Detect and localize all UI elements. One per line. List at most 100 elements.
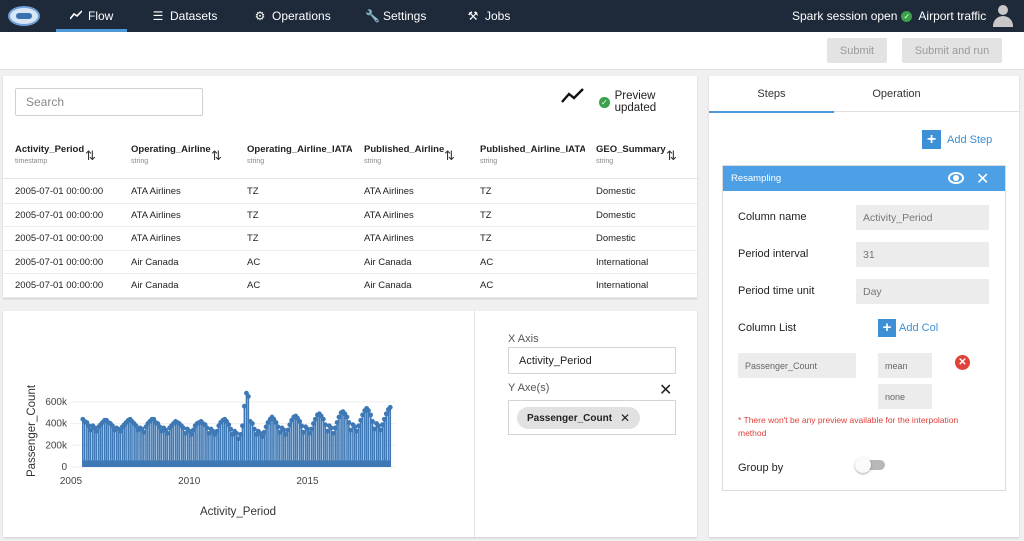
data-point[interactable] bbox=[383, 411, 389, 417]
data-point[interactable] bbox=[180, 425, 186, 431]
sort-icon[interactable]: ⇅ bbox=[666, 148, 677, 163]
column-header[interactable]: Published_Airline_IATA_Codestring bbox=[480, 144, 585, 165]
eye-icon[interactable] bbox=[948, 172, 964, 184]
data-point[interactable] bbox=[236, 436, 241, 442]
close-icon[interactable]: ✕ bbox=[976, 171, 990, 188]
column-header[interactable]: Operating_Airline string ⇅ bbox=[131, 144, 236, 165]
data-point[interactable] bbox=[188, 432, 194, 437]
data-point[interactable] bbox=[360, 412, 365, 418]
sort-icon[interactable]: ⇅ bbox=[444, 148, 455, 163]
remove-column-icon[interactable]: ✕ bbox=[955, 355, 970, 370]
data-point[interactable] bbox=[322, 422, 328, 428]
data-point[interactable] bbox=[336, 414, 342, 420]
search-input[interactable] bbox=[15, 88, 203, 116]
data-point[interactable] bbox=[88, 427, 94, 433]
data-point[interactable] bbox=[234, 430, 239, 436]
column-name-field[interactable]: Activity_Period bbox=[856, 205, 989, 230]
user-icon[interactable] bbox=[992, 5, 1014, 27]
column-header[interactable]: Published_Airline string ⇅ bbox=[364, 144, 469, 165]
data-point[interactable] bbox=[376, 423, 381, 429]
data-point[interactable] bbox=[346, 420, 352, 425]
submit-button[interactable]: Submit bbox=[827, 38, 887, 63]
data-point[interactable] bbox=[366, 408, 371, 413]
data-point[interactable] bbox=[182, 430, 188, 436]
nav-jobs[interactable]: ⚒ Jobs bbox=[467, 0, 511, 32]
remove-chip-icon[interactable]: ✕ bbox=[620, 411, 631, 425]
table-row[interactable]: 2005-07-01 00:00:00 ATA Airlines TZ ATA Air… bbox=[3, 204, 697, 227]
data-point[interactable] bbox=[273, 420, 279, 425]
column-header[interactable]: Activity_Period timestamp ⇅ bbox=[15, 144, 120, 165]
data-point[interactable] bbox=[133, 423, 139, 429]
data-point[interactable] bbox=[226, 422, 232, 428]
column-header[interactable]: GEO_Summary string ⇅ bbox=[596, 144, 697, 165]
data-point[interactable] bbox=[251, 426, 257, 432]
data-point[interactable] bbox=[320, 416, 326, 422]
add-step-button[interactable]: + Add Step bbox=[922, 130, 992, 149]
line-chart-icon[interactable] bbox=[561, 88, 585, 104]
data-point[interactable] bbox=[377, 427, 383, 433]
column-list-agg-select[interactable]: mean bbox=[878, 353, 932, 378]
data-point[interactable] bbox=[245, 394, 251, 399]
data-point[interactable] bbox=[109, 423, 115, 429]
data-point[interactable] bbox=[306, 430, 312, 436]
data-point[interactable] bbox=[354, 428, 360, 434]
data-point[interactable] bbox=[387, 404, 393, 410]
data-point[interactable] bbox=[86, 423, 92, 429]
table-row[interactable]: 2005-07-01 00:00:00 ATA Airlines TZ ATA Air… bbox=[3, 180, 697, 204]
table-row[interactable]: 2005-07-01 00:00:00 Air Canada AC Air Canad… bbox=[3, 251, 697, 274]
data-point[interactable] bbox=[352, 424, 358, 430]
data-point[interactable] bbox=[348, 427, 354, 433]
column-list-interp-select[interactable]: none bbox=[878, 384, 932, 409]
data-point[interactable] bbox=[305, 426, 310, 432]
sort-icon[interactable]: ⇅ bbox=[85, 148, 96, 163]
data-point[interactable] bbox=[370, 419, 375, 424]
nav-flow[interactable]: Flow bbox=[55, 0, 128, 32]
data-point[interactable] bbox=[283, 432, 289, 437]
app-logo[interactable] bbox=[8, 6, 40, 26]
data-point[interactable] bbox=[328, 425, 334, 431]
table-row[interactable]: 2005-07-01 00:00:00 Air Canada AC Air Canad… bbox=[3, 274, 697, 298]
add-col-button[interactable]: + Add Col bbox=[878, 319, 938, 337]
data-point[interactable] bbox=[299, 423, 304, 429]
column-list-column-select[interactable]: Passenger_Count bbox=[738, 353, 856, 378]
data-point[interactable] bbox=[297, 419, 303, 424]
clear-y-axes-icon[interactable]: ✕ bbox=[659, 382, 673, 399]
data-point[interactable] bbox=[241, 403, 247, 409]
data-point[interactable] bbox=[204, 425, 210, 431]
table-row[interactable]: 2005-07-01 00:00:00 ATA Airlines TZ ATA Air… bbox=[3, 227, 697, 251]
y-axis-chip[interactable]: Passenger_Count ✕ bbox=[517, 407, 641, 429]
table-cell: Air Canada bbox=[131, 280, 179, 291]
data-point[interactable] bbox=[368, 412, 374, 418]
period-interval-field[interactable]: 31 bbox=[856, 242, 989, 267]
data-point[interactable] bbox=[312, 416, 318, 422]
data-point[interactable] bbox=[141, 429, 147, 435]
submit-and-run-button[interactable]: Submit and run bbox=[902, 38, 1002, 63]
tab-steps[interactable]: Steps bbox=[709, 76, 834, 113]
data-point[interactable] bbox=[330, 430, 336, 436]
data-point[interactable] bbox=[94, 428, 99, 434]
tab-operation[interactable]: Operation bbox=[872, 88, 921, 100]
data-point[interactable] bbox=[344, 414, 350, 420]
data-point[interactable] bbox=[277, 429, 283, 435]
nav-operations[interactable]: ⚙ Operations bbox=[254, 0, 331, 32]
sort-icon[interactable]: ⇅ bbox=[211, 148, 222, 163]
group-by-toggle[interactable] bbox=[855, 457, 885, 473]
data-point[interactable] bbox=[372, 426, 377, 432]
x-axis-select[interactable]: Activity_Period bbox=[508, 347, 676, 374]
data-point[interactable] bbox=[281, 427, 287, 433]
data-point[interactable] bbox=[275, 424, 281, 430]
data-point[interactable] bbox=[301, 429, 306, 435]
data-point[interactable] bbox=[259, 434, 265, 439]
data-point[interactable] bbox=[165, 430, 170, 436]
data-point[interactable] bbox=[324, 428, 330, 434]
data-point[interactable] bbox=[228, 426, 234, 432]
period-unit-select[interactable]: Day bbox=[856, 279, 989, 304]
data-point[interactable] bbox=[249, 421, 255, 426]
y-axes-select[interactable]: Passenger_Count ✕ bbox=[508, 400, 676, 435]
data-point[interactable] bbox=[117, 428, 123, 434]
data-point[interactable] bbox=[206, 430, 212, 436]
nav-datasets[interactable]: ☰ Datasets bbox=[152, 0, 218, 32]
data-point[interactable] bbox=[157, 424, 163, 430]
column-header[interactable]: Operating_Airline_IATA_Codestring bbox=[247, 144, 352, 165]
nav-settings[interactable]: 🔧 Settings bbox=[365, 0, 426, 32]
